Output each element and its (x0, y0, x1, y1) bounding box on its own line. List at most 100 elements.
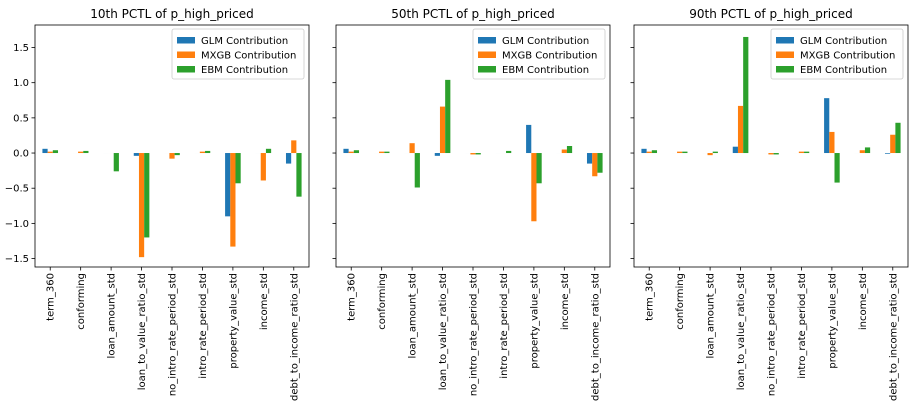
x-tick-label: no_intro_rate_period_std (469, 273, 480, 396)
bar (434, 153, 440, 156)
bar (804, 151, 810, 154)
legend-box (171, 28, 305, 80)
bar (384, 151, 390, 154)
bar (712, 151, 718, 154)
bar (353, 150, 360, 154)
x-tick-label: intro_rate_period_std (499, 273, 510, 379)
bar (169, 153, 175, 159)
y-tick-label: −1.5 (5, 254, 29, 265)
y-tick-label: −1.0 (5, 219, 29, 230)
x-tick-label: income_std (560, 273, 571, 330)
y-tick-label: 0.5 (13, 113, 29, 124)
x-tick-label: debt_to_income_ratio_std (590, 273, 601, 401)
bar (592, 153, 598, 177)
bar (225, 153, 231, 217)
bar (291, 140, 297, 154)
legend: GLM Contribution MXGB Contribution EBM Con… (171, 28, 305, 80)
bar (737, 105, 744, 154)
legend-swatch (177, 51, 195, 58)
legend-label: MXGB Contribution (201, 51, 296, 62)
x-tick-label: loan_to_value_ratio_std (438, 273, 449, 390)
bar (834, 153, 840, 183)
bar (285, 153, 292, 164)
bar (586, 153, 593, 164)
bar (829, 131, 835, 154)
x-tick-label: property_value_std (529, 273, 540, 369)
bar (138, 153, 145, 258)
bar (42, 148, 48, 154)
legend: GLM Contribution MXGB Contribution EBM Con… (472, 28, 606, 80)
legend-swatch (776, 37, 794, 44)
y-tick-label: 1.0 (13, 78, 29, 89)
bar (732, 146, 738, 154)
x-tick-label: property_value_std (228, 273, 239, 369)
legend-label: MXGB Contribution (502, 51, 597, 62)
x-tick-label: loan_amount_std (408, 273, 419, 358)
bar (506, 150, 512, 154)
bar (798, 151, 805, 154)
bar (682, 151, 688, 154)
legend-label: GLM Contribution (502, 36, 589, 47)
x-tick-label: loan_amount_std (107, 273, 118, 358)
x-tick-label: income_std (259, 273, 270, 330)
bar (343, 148, 349, 154)
legend-label: GLM Contribution (800, 36, 887, 47)
legend-label: EBM Contribution (201, 65, 288, 76)
legend-swatch (177, 37, 195, 44)
bar (646, 151, 652, 154)
bar (174, 153, 180, 156)
legend-swatch (478, 51, 496, 58)
x-tick-label: conforming (675, 273, 686, 330)
y-tick-label: 0.0 (13, 149, 29, 160)
bar (265, 148, 272, 154)
bar (526, 124, 532, 154)
bar (260, 153, 266, 181)
legend-label: MXGB Contribution (800, 51, 895, 62)
bar (566, 146, 573, 154)
x-tick-label: income_std (858, 273, 869, 330)
legend-label: EBM Contribution (800, 65, 887, 76)
bar (205, 150, 211, 154)
x-tick-label: conforming (76, 273, 87, 330)
bar (561, 149, 567, 154)
legend-label: EBM Contribution (502, 65, 589, 76)
bar (890, 134, 896, 154)
x-tick-label: term_360 (645, 273, 656, 321)
chart-panel-2: 50th PCTL of p_high_priced term_360 confor… (332, 7, 611, 401)
bar (47, 151, 53, 154)
bar (895, 122, 901, 154)
bar (531, 153, 537, 222)
x-tick-label: no_intro_rate_period_std (767, 273, 778, 396)
bar (824, 98, 830, 154)
bar (859, 150, 865, 154)
x-tick-label: property_value_std (827, 273, 838, 369)
bar (144, 153, 150, 238)
bar (230, 153, 236, 247)
bar (235, 153, 241, 184)
bar (475, 153, 481, 155)
bar (133, 153, 139, 156)
x-tick-label: intro_rate_period_std (198, 273, 209, 379)
bar (348, 151, 354, 154)
bar (78, 151, 84, 154)
x-tick-label: term_360 (46, 273, 57, 321)
bar (113, 153, 119, 172)
chart-title: 10th PCTL of p_high_priced (90, 7, 253, 21)
bar (199, 151, 206, 154)
bar (409, 143, 415, 154)
bar (768, 153, 774, 155)
x-tick-label: no_intro_rate_period_std (168, 273, 179, 396)
x-tick-label: debt_to_income_ratio_std (289, 273, 300, 401)
bar (379, 151, 385, 154)
chart-title: 90th PCTL of p_high_priced (689, 7, 852, 21)
bar (884, 153, 891, 154)
bar (864, 147, 871, 154)
bar (707, 153, 713, 156)
bar (651, 150, 658, 154)
x-tick-label: term_360 (347, 273, 358, 321)
bar (677, 151, 683, 154)
legend-swatch (478, 66, 496, 73)
x-tick-label: conforming (377, 273, 388, 330)
bar (743, 36, 749, 154)
